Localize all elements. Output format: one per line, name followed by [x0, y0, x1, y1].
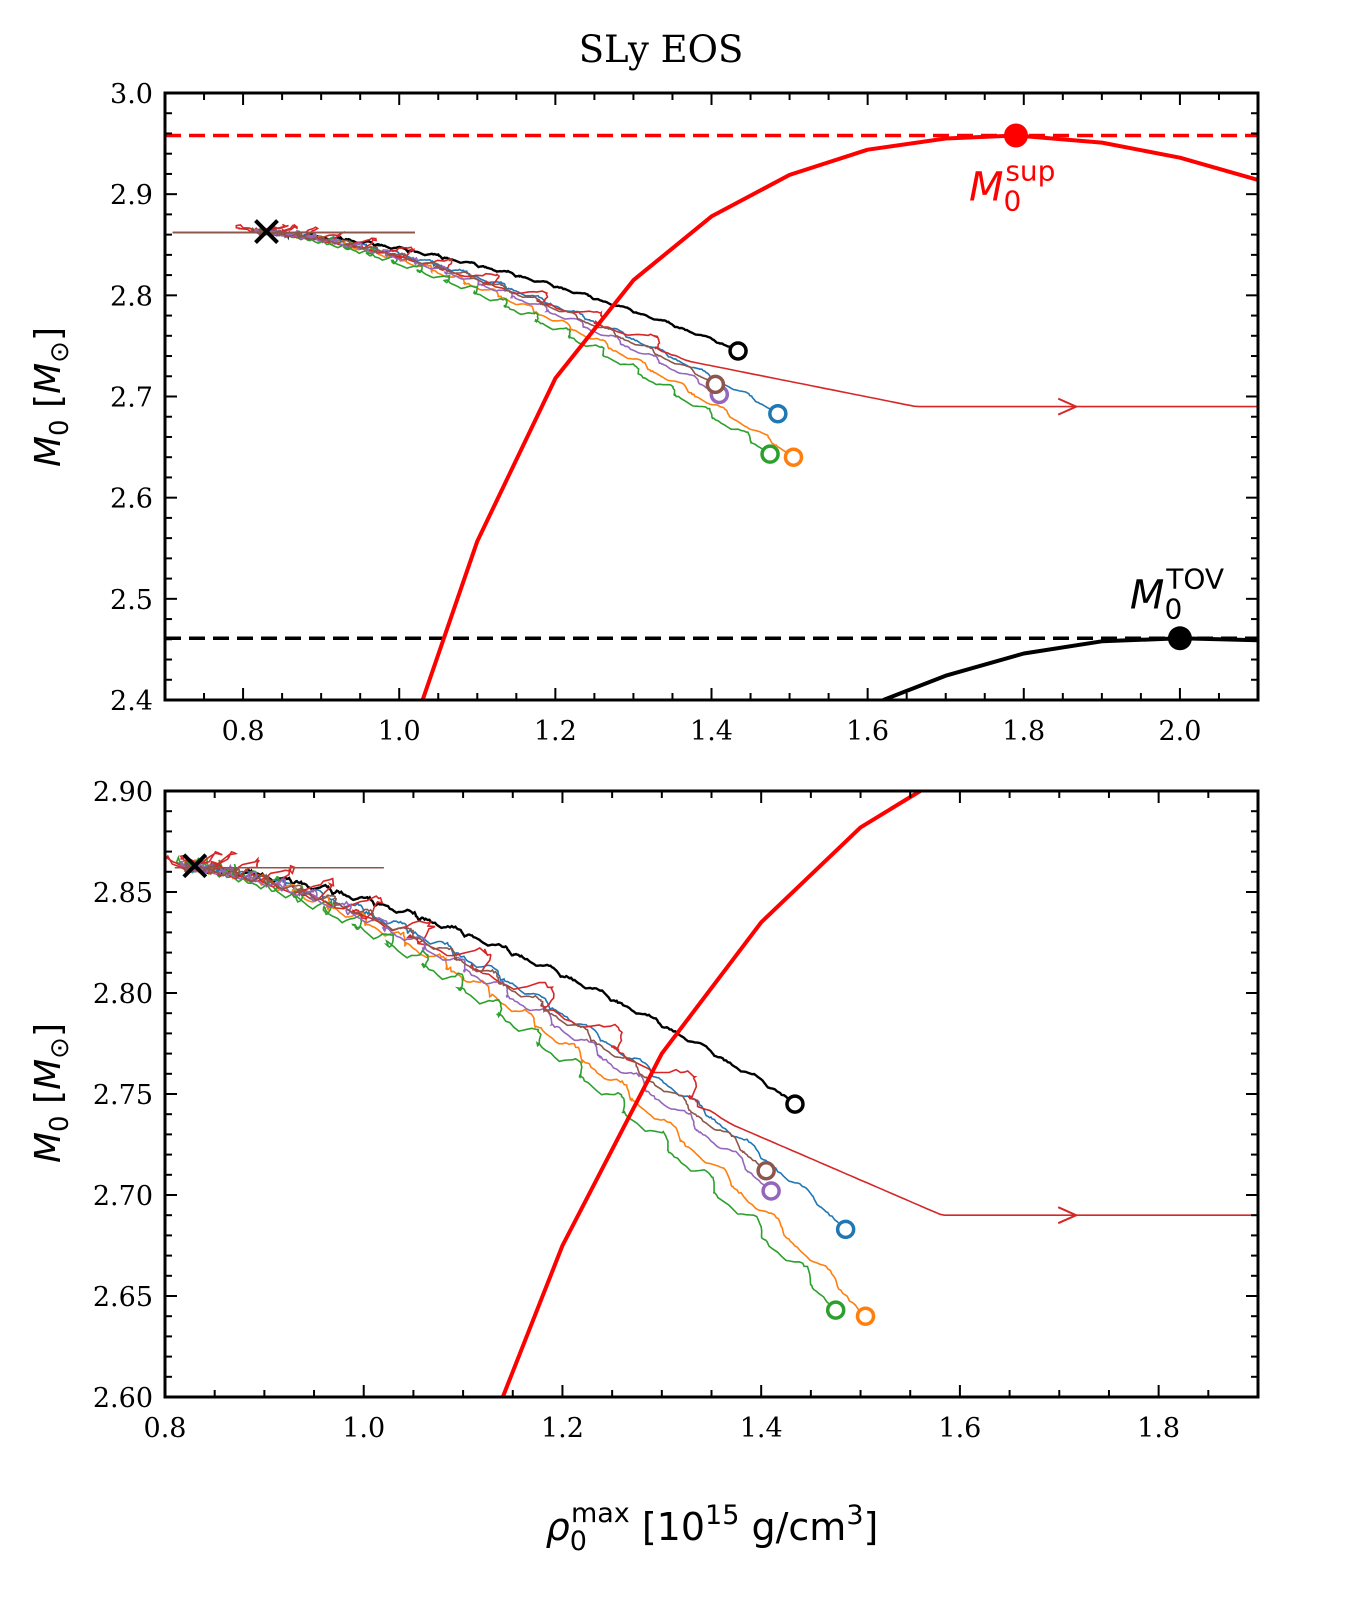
- marker-M0^sup: [1003, 123, 1028, 148]
- trajectory-brown: [257, 228, 716, 386]
- x-tick-label: 1.6: [938, 1413, 981, 1444]
- trajectory-orange: [181, 859, 867, 1317]
- marker-M0^TOV: [1167, 626, 1192, 651]
- y-tick-label: 2.85: [93, 878, 153, 909]
- trajectory-black: [183, 863, 796, 1106]
- y-tick-label: 2.7: [110, 383, 153, 414]
- equilibrium-curve-black: [882, 636, 1258, 700]
- x-tick-label: 1.4: [690, 716, 733, 747]
- end-marker-green: [760, 444, 780, 464]
- plot-area: [165, 791, 1258, 1397]
- end-marker-black: [785, 1094, 805, 1114]
- x-tick-label: 1.2: [541, 1413, 584, 1444]
- y-tick-label: 2.6: [110, 484, 153, 515]
- equilibrium-curve-bright_red: [420, 133, 1258, 700]
- trajectory-arrow-red: [1057, 1206, 1079, 1225]
- y-tick-label: 2.4: [110, 686, 153, 717]
- trajectory-orange: [256, 227, 794, 458]
- trajectory-green: [175, 855, 837, 1311]
- y-tick-label: 2.9: [110, 180, 153, 211]
- x-tick-label: 1.8: [1002, 716, 1045, 747]
- x-tick-label: 1.0: [378, 716, 421, 747]
- trajectory-blue: [258, 228, 779, 415]
- x-tick-label: 1.2: [534, 716, 577, 747]
- top-ylabel: M0 [M⊙]: [28, 327, 75, 467]
- svg-text:M0 [M⊙]: M0 [M⊙]: [28, 1023, 75, 1163]
- figure-title: SLy EOS: [579, 28, 744, 71]
- x-tick-label: 0.8: [222, 716, 265, 747]
- x-tick-label: 1.4: [740, 1413, 783, 1444]
- bottom-panel: 0.8 1.0 1.2 1.4 1.6 1.8 2.60 2.65 2.70 2.75 2.80 2.…: [93, 777, 1260, 1444]
- end-marker-purple: [761, 1181, 781, 1201]
- end-marker-blue: [835, 1219, 856, 1240]
- y-tick-label: 2.65: [93, 1282, 153, 1313]
- y-tick-label: 2.70: [93, 1181, 153, 1212]
- end-marker-black: [728, 341, 748, 361]
- trajectory-blue: [184, 861, 847, 1230]
- x-tick-label: 1.0: [342, 1413, 385, 1444]
- initial-point-marker: [182, 853, 208, 879]
- bottom-ylabel: M0 [M⊙]: [28, 1023, 75, 1163]
- x-tick-label: 1.8: [1137, 1413, 1180, 1444]
- end-marker-orange: [783, 447, 804, 467]
- axes-frame: [163, 789, 1260, 1399]
- end-marker-brown: [756, 1161, 776, 1181]
- y-tick-label: 2.80: [93, 979, 153, 1010]
- end-marker-orange: [855, 1306, 876, 1326]
- plot-area: [165, 133, 1258, 700]
- label-M0^TOV: M0TOV: [1130, 562, 1224, 625]
- x-tick-label: 0.8: [144, 1413, 187, 1444]
- y-tick-label: 2.60: [93, 1383, 153, 1414]
- svg-text:M0 [M⊙]: M0 [M⊙]: [28, 327, 75, 467]
- y-tick-label: 2.75: [93, 1080, 153, 1111]
- trajectory-red: [165, 850, 1258, 1216]
- x-tick-label: 1.6: [846, 716, 889, 747]
- trajectory-arrow-red: [1057, 397, 1079, 416]
- x-tick-label: 2.0: [1158, 716, 1201, 747]
- y-tick-label: 2.90: [93, 777, 153, 808]
- end-marker-blue: [768, 403, 788, 424]
- trajectory-purple: [179, 860, 772, 1192]
- trajectory-red: [235, 223, 1258, 408]
- end-marker-brown: [705, 374, 726, 395]
- equilibrium-curve-bright_red: [500, 791, 922, 1397]
- y-tick-label: 2.5: [110, 585, 153, 616]
- y-tick-label: 3.0: [110, 79, 153, 110]
- trajectory-brown: [184, 860, 767, 1172]
- trajectory-green: [250, 226, 771, 455]
- initial-point-marker: [254, 219, 279, 245]
- bottom-xlabel: ρ0max [1015 g/cm3]: [546, 1498, 879, 1557]
- end-marker-green: [825, 1300, 846, 1320]
- top-panel: M0sup M0TOV 0.8 1.0 1.2 1.4 1.6 1.8 2.0 2.4 2.5 2.6…: [110, 79, 1260, 747]
- y-tick-label: 2.8: [110, 281, 153, 312]
- label-M0^sup: M0sup: [969, 154, 1055, 217]
